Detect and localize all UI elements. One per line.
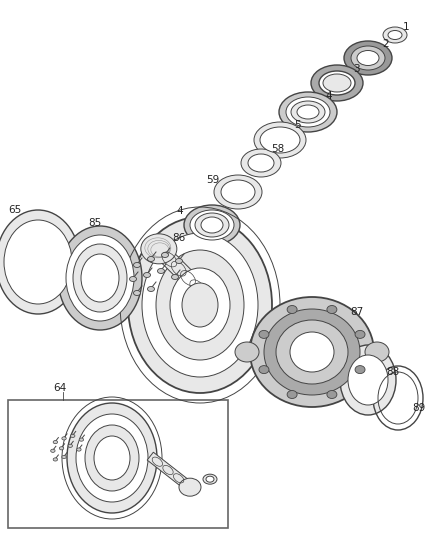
Ellipse shape xyxy=(58,226,142,330)
Ellipse shape xyxy=(235,342,259,362)
Text: 4: 4 xyxy=(325,91,332,101)
Ellipse shape xyxy=(201,217,223,233)
Ellipse shape xyxy=(67,403,157,513)
Text: 88: 88 xyxy=(386,367,399,377)
Ellipse shape xyxy=(60,447,64,450)
Ellipse shape xyxy=(340,345,396,415)
Ellipse shape xyxy=(250,297,374,407)
Text: 1: 1 xyxy=(403,22,410,32)
Ellipse shape xyxy=(184,205,240,245)
Text: 89: 89 xyxy=(412,403,425,413)
Ellipse shape xyxy=(85,425,139,491)
Ellipse shape xyxy=(190,210,234,240)
Ellipse shape xyxy=(327,391,337,399)
Text: 65: 65 xyxy=(8,205,21,215)
Ellipse shape xyxy=(76,414,148,502)
Ellipse shape xyxy=(172,274,179,279)
Ellipse shape xyxy=(73,244,127,312)
Ellipse shape xyxy=(144,272,151,278)
Ellipse shape xyxy=(355,366,365,374)
Ellipse shape xyxy=(94,436,130,480)
Ellipse shape xyxy=(130,277,137,281)
Ellipse shape xyxy=(221,180,255,204)
Ellipse shape xyxy=(291,101,325,123)
Ellipse shape xyxy=(148,287,155,292)
Ellipse shape xyxy=(264,309,360,395)
Ellipse shape xyxy=(158,269,165,273)
Ellipse shape xyxy=(68,444,72,447)
Ellipse shape xyxy=(162,253,169,257)
Ellipse shape xyxy=(241,149,281,177)
Text: 87: 87 xyxy=(350,307,363,317)
Ellipse shape xyxy=(351,46,385,70)
Text: 4: 4 xyxy=(176,206,183,216)
Ellipse shape xyxy=(287,391,297,399)
Ellipse shape xyxy=(195,213,229,237)
Ellipse shape xyxy=(344,41,392,75)
Ellipse shape xyxy=(53,440,57,443)
Text: 59: 59 xyxy=(206,175,219,185)
Ellipse shape xyxy=(206,476,214,482)
Ellipse shape xyxy=(254,122,306,158)
Ellipse shape xyxy=(62,437,66,440)
Ellipse shape xyxy=(66,235,134,321)
Ellipse shape xyxy=(62,455,66,458)
Ellipse shape xyxy=(287,305,297,313)
Ellipse shape xyxy=(81,254,119,302)
Ellipse shape xyxy=(286,97,330,127)
Ellipse shape xyxy=(383,27,407,43)
Text: 2: 2 xyxy=(382,39,389,49)
Ellipse shape xyxy=(0,210,80,314)
Ellipse shape xyxy=(290,332,334,372)
Polygon shape xyxy=(156,246,220,310)
Ellipse shape xyxy=(182,283,218,327)
Text: 5: 5 xyxy=(294,120,300,130)
Ellipse shape xyxy=(259,330,269,338)
Ellipse shape xyxy=(311,65,363,101)
Ellipse shape xyxy=(355,330,365,338)
Ellipse shape xyxy=(128,217,272,393)
Ellipse shape xyxy=(260,127,300,153)
Ellipse shape xyxy=(323,74,351,92)
Ellipse shape xyxy=(276,320,348,384)
Ellipse shape xyxy=(51,449,55,453)
Ellipse shape xyxy=(77,448,81,451)
Text: 3: 3 xyxy=(353,64,360,74)
Ellipse shape xyxy=(279,92,337,132)
Text: 64: 64 xyxy=(53,383,66,393)
Ellipse shape xyxy=(388,30,402,39)
Ellipse shape xyxy=(348,355,388,405)
Ellipse shape xyxy=(259,366,269,374)
Ellipse shape xyxy=(319,71,355,95)
Ellipse shape xyxy=(134,262,141,268)
Ellipse shape xyxy=(179,478,201,496)
Ellipse shape xyxy=(357,51,379,66)
Ellipse shape xyxy=(142,233,258,377)
Ellipse shape xyxy=(148,256,155,262)
Ellipse shape xyxy=(176,259,183,263)
Ellipse shape xyxy=(214,175,262,209)
Ellipse shape xyxy=(203,474,217,484)
Ellipse shape xyxy=(134,290,141,295)
Ellipse shape xyxy=(53,458,57,461)
Ellipse shape xyxy=(327,305,337,313)
Ellipse shape xyxy=(170,268,230,342)
Ellipse shape xyxy=(156,250,244,360)
Ellipse shape xyxy=(365,342,389,362)
Ellipse shape xyxy=(79,438,84,441)
Text: 58: 58 xyxy=(271,144,284,154)
Text: 86: 86 xyxy=(172,233,185,243)
Text: 85: 85 xyxy=(88,218,101,228)
Ellipse shape xyxy=(141,234,177,264)
Ellipse shape xyxy=(248,154,274,172)
Ellipse shape xyxy=(71,434,75,438)
Ellipse shape xyxy=(297,105,319,119)
FancyBboxPatch shape xyxy=(8,400,228,528)
Ellipse shape xyxy=(4,220,72,304)
Polygon shape xyxy=(147,452,189,488)
